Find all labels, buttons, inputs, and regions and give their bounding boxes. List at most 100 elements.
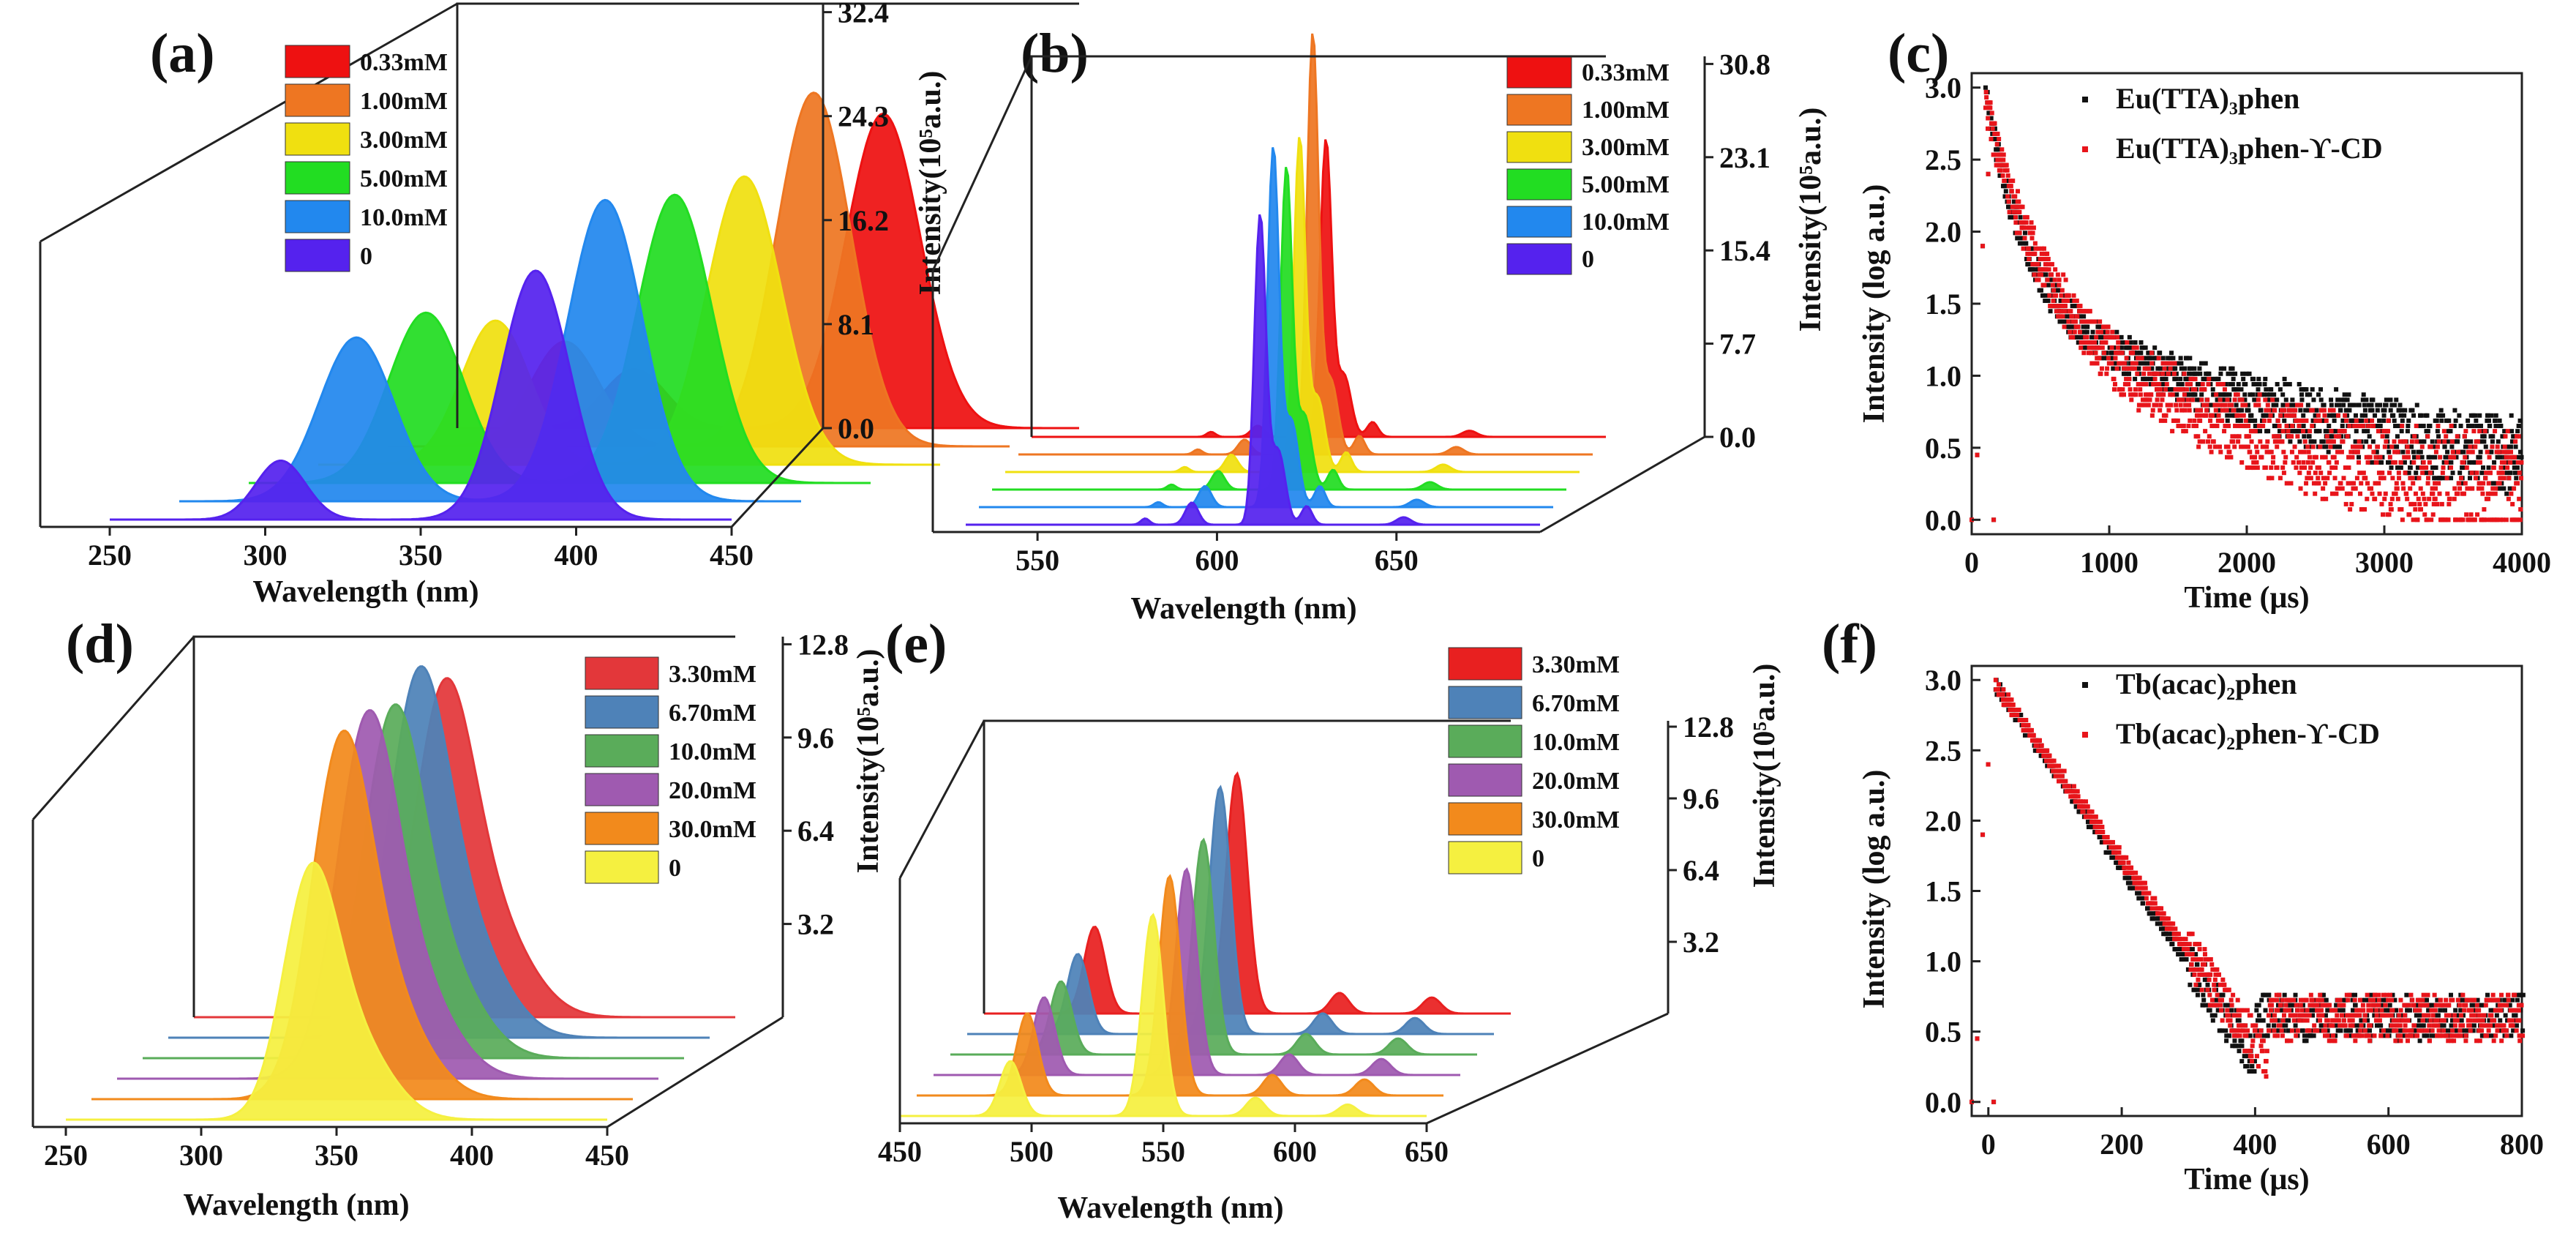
data-point-1 <box>2250 1044 2255 1049</box>
data-point-0 <box>2394 397 2399 402</box>
z-tick-label: 3.2 <box>1683 926 1719 959</box>
data-point-1 <box>2387 454 2392 460</box>
data-point-1 <box>2067 784 2072 789</box>
data-point-1 <box>2202 947 2207 952</box>
data-point-1 <box>2370 491 2375 496</box>
legend-label-5.00mM: 5.00mM <box>360 165 448 192</box>
z-axis-label-e: Intensity(10⁵a.u.) <box>1748 664 1781 888</box>
data-point-0 <box>2239 387 2244 392</box>
data-point-0 <box>2184 356 2189 361</box>
data-point-1 <box>2477 460 2482 465</box>
data-point-0 <box>2283 397 2288 402</box>
data-point-1 <box>2430 1013 2436 1018</box>
data-point-1 <box>2284 1008 2289 1013</box>
data-point-1 <box>2105 366 2110 371</box>
data-point-0 <box>2241 376 2246 381</box>
data-point-1 <box>2509 491 2514 496</box>
data-point-1 <box>2177 397 2182 402</box>
legend-label-0.33mM: 0.33mM <box>360 49 448 76</box>
legend-label-6.70mM: 6.70mM <box>1532 690 1620 717</box>
data-point-1 <box>2463 429 2468 434</box>
data-point-1 <box>2416 496 2421 501</box>
data-point-1 <box>2466 997 2471 1003</box>
data-point-0 <box>2514 1023 2519 1028</box>
data-point-1 <box>2005 194 2010 199</box>
data-point-1 <box>2236 1008 2241 1013</box>
data-point-1 <box>2400 424 2405 429</box>
data-point-0 <box>2373 424 2378 429</box>
data-point-1 <box>2062 324 2067 329</box>
data-point-0 <box>2427 424 2433 429</box>
data-point-1 <box>2402 454 2407 460</box>
data-point-1 <box>2396 471 2401 476</box>
data-point-1 <box>2243 1023 2248 1028</box>
data-point-1 <box>2166 916 2171 921</box>
data-point-1 <box>2505 429 2510 434</box>
data-point-0 <box>1993 137 1998 142</box>
data-point-1 <box>2308 465 2313 471</box>
x-tick-label: 0 <box>1981 1128 1996 1161</box>
data-point-0 <box>2059 319 2064 324</box>
outlier-point-1 <box>1991 1099 1997 1104</box>
data-point-0 <box>2511 460 2516 465</box>
data-point-1 <box>2136 402 2141 408</box>
data-point-1 <box>2280 1018 2286 1023</box>
data-point-1 <box>2452 1038 2457 1044</box>
data-point-1 <box>2258 1044 2264 1049</box>
data-point-1 <box>2239 444 2244 449</box>
data-point-0 <box>2362 402 2367 408</box>
data-point-1 <box>2208 972 2213 977</box>
data-point-0 <box>2247 1059 2252 1064</box>
data-point-0 <box>2013 717 2018 722</box>
data-point-0 <box>2452 408 2457 413</box>
data-point-0 <box>2131 885 2136 891</box>
data-point-1 <box>2123 382 2128 387</box>
data-point-1 <box>2098 329 2103 334</box>
data-point-1 <box>2447 1013 2452 1018</box>
data-point-1 <box>2270 397 2275 402</box>
data-point-0 <box>2170 387 2175 392</box>
x-tick-label: 400 <box>2233 1128 2277 1161</box>
data-point-1 <box>2059 293 2064 298</box>
data-point-1 <box>2412 501 2417 506</box>
data-point-1 <box>2425 1003 2430 1008</box>
data-point-0 <box>2410 408 2415 413</box>
data-point-1 <box>2000 692 2005 697</box>
data-point-1 <box>2082 340 2087 345</box>
data-point-1 <box>2507 454 2512 460</box>
data-point-1 <box>2362 507 2367 512</box>
data-point-1 <box>2288 481 2294 486</box>
data-point-1 <box>2350 444 2355 449</box>
legend-swatch-3.00mM <box>285 122 350 156</box>
data-point-1 <box>2361 471 2366 476</box>
data-point-1 <box>2231 1013 2237 1018</box>
data-point-1 <box>2436 1023 2441 1028</box>
data-point-1 <box>2476 486 2481 491</box>
data-point-1 <box>2038 256 2043 261</box>
data-point-1 <box>2068 329 2073 334</box>
data-point-1 <box>2066 293 2071 298</box>
data-point-1 <box>2256 1064 2261 1069</box>
data-point-0 <box>2003 189 2008 194</box>
data-point-0 <box>2384 402 2389 408</box>
data-point-0 <box>2081 324 2086 329</box>
z-tick-label: 9.6 <box>797 722 834 754</box>
data-point-1 <box>2509 449 2514 454</box>
data-point-0 <box>2173 366 2178 371</box>
data-point-0 <box>2297 382 2302 387</box>
data-point-1 <box>2189 962 2194 967</box>
data-point-1 <box>2190 952 2195 957</box>
data-point-1 <box>2117 850 2122 855</box>
data-point-0 <box>2127 875 2132 880</box>
data-point-0 <box>2282 418 2287 423</box>
data-point-1 <box>2433 496 2438 501</box>
data-point-0 <box>2084 345 2089 351</box>
data-point-0 <box>2359 413 2365 418</box>
data-point-1 <box>2330 1033 2335 1038</box>
data-point-1 <box>2294 454 2299 460</box>
data-point-1 <box>2477 1028 2482 1033</box>
data-point-1 <box>2509 1018 2515 1023</box>
data-point-1 <box>2031 225 2036 231</box>
data-point-1 <box>2351 1013 2357 1018</box>
z-tick-label: 8.1 <box>838 308 874 341</box>
